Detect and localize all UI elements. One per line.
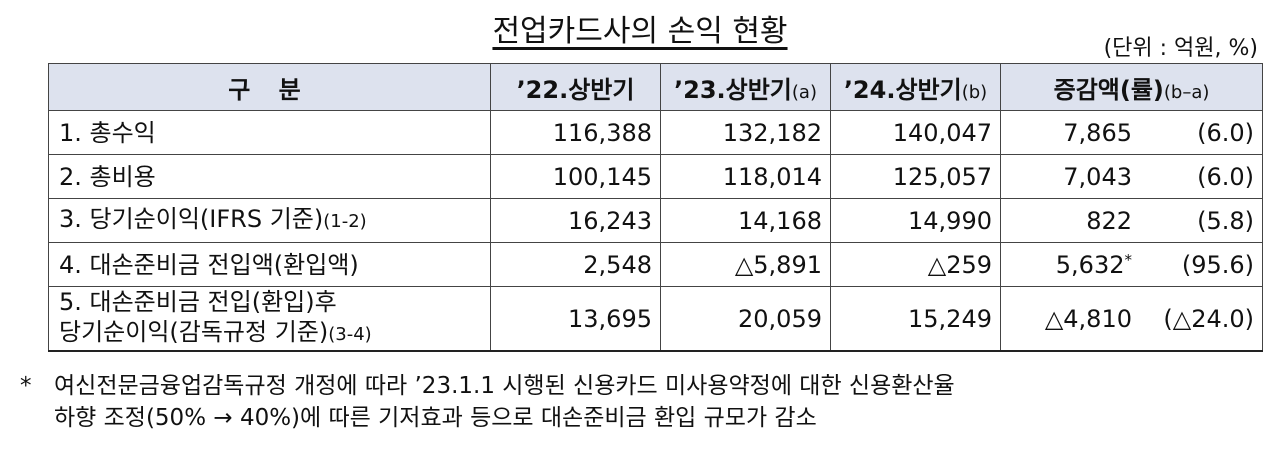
value-cell: 118,014: [660, 154, 831, 199]
row-label: 5. 대손준비금 전입(환입)후 당기순이익(감독규정 기준)(3-4): [48, 286, 491, 352]
row-label: 2. 총비용: [48, 154, 491, 199]
table: 구 분 ’22.상반기 ’23.상반기(a) ’24.상반기(b) 증감액(률)(b–a…: [48, 63, 1263, 352]
change-cell: 822 (5.8): [1000, 198, 1263, 243]
unit-note: (단위 : 억원, %): [1103, 36, 1258, 61]
value-cell: 13,695: [490, 286, 661, 352]
label-text: 당기순이익(감독규정 기준): [59, 318, 329, 346]
value-cell: 132,182: [660, 110, 831, 155]
header-cell: ’24.상반기(b): [830, 63, 1001, 111]
table-row: 3. 당기순이익(IFRS 기준)(1-2) 16,243 14,168 14,990…: [48, 198, 1263, 243]
value-cell: 14,990: [830, 198, 1001, 243]
header-cell: 증감액(률)(b–a): [1000, 63, 1263, 111]
header-cell: ’23.상반기(a): [660, 63, 831, 111]
header-sub: (b): [961, 81, 988, 103]
row-label: 3. 당기순이익(IFRS 기준)(1-2): [48, 198, 491, 243]
change-text: 5,632: [1055, 250, 1125, 279]
value-cell: 140,047: [830, 110, 1001, 155]
footnote: * 여신전문금융업감독규정 개정에 따라 ’23.1.1 시행된 신용카드 미사용…: [20, 370, 955, 434]
change-text: △4,810: [1044, 304, 1132, 333]
row-label: 1. 총수익: [48, 110, 491, 155]
change-value: 5,632*: [1010, 251, 1132, 279]
value-cell: △259: [830, 242, 1001, 287]
change-mark: *: [1124, 250, 1133, 269]
value-cell: 14,168: [660, 198, 831, 243]
footnote-text: 하향 조정(50% → 40%)에 따른 기저효과 등으로 대손준비금 환입 규…: [54, 405, 817, 431]
change-text: 822: [1086, 206, 1132, 235]
change-value: 7,043: [1010, 163, 1132, 191]
rate-value: (95.6): [1181, 250, 1254, 279]
change-cell: 7,043 (6.0): [1000, 154, 1263, 199]
value-cell: 100,145: [490, 154, 661, 199]
label-text: 1. 총수익: [59, 118, 156, 147]
change-value: 822: [1010, 207, 1132, 235]
table-row: 5. 대손준비금 전입(환입)후 당기순이익(감독규정 기준)(3-4) 13,69…: [48, 286, 1263, 352]
footnote-line: 하향 조정(50% → 40%)에 따른 기저효과 등으로 대손준비금 환입 규…: [20, 402, 955, 434]
header-text: ’23.상반기: [674, 75, 792, 104]
rate-value: (5.8): [1197, 206, 1254, 235]
value-cell: △5,891: [660, 242, 831, 287]
change-text: 7,043: [1063, 162, 1132, 191]
footnote-marker: *: [20, 373, 32, 399]
label-note: (3-4): [328, 324, 372, 345]
change-value: 7,865: [1010, 119, 1132, 147]
header-cell: 구 분: [48, 63, 491, 111]
table-row: 4. 대손준비금 전입액(환입액) 2,548 △5,891 △259 5,632* (9…: [48, 242, 1263, 287]
value-cell: 116,388: [490, 110, 661, 155]
label-text: 2. 총비용: [59, 162, 156, 191]
footnote-text: 여신전문금융업감독규정 개정에 따라 ’23.1.1 시행된 신용카드 미사용약…: [54, 373, 955, 399]
rate-value: (6.0): [1197, 162, 1254, 191]
header-text: 증감액(률): [1053, 75, 1164, 104]
label-note: (1-2): [323, 211, 367, 232]
label-text: 3. 당기순이익(IFRS 기준): [59, 205, 324, 233]
header-sub: (a): [791, 81, 817, 103]
change-value: △4,810: [1010, 305, 1132, 333]
value-cell: 15,249: [830, 286, 1001, 352]
label-text: 5. 대손준비금 전입(환입)후: [59, 288, 337, 316]
table-row: 2. 총비용 100,145 118,014 125,057 7,043 (6.0): [48, 154, 1263, 199]
title: 전업카드사의 손익 현황: [0, 6, 1280, 50]
change-text: 7,865: [1063, 118, 1132, 147]
label-text: 4. 대손준비금 전입액(환입액): [59, 250, 359, 279]
header-text: 구 분: [228, 75, 311, 104]
change-cell: 5,632* (95.6): [1000, 242, 1263, 287]
table-row: 1. 총수익 116,388 132,182 140,047 7,865 (6.0): [48, 110, 1263, 155]
value-cell: 20,059: [660, 286, 831, 352]
rate-value: (△24.0): [1163, 304, 1254, 333]
header-row: 구 분 ’22.상반기 ’23.상반기(a) ’24.상반기(b) 증감액(률)(b–a…: [48, 63, 1263, 111]
rate-value: (6.0): [1197, 118, 1254, 147]
header-sub: (b–a): [1163, 81, 1210, 103]
value-cell: 16,243: [490, 198, 661, 243]
change-cell: △4,810 (△24.0): [1000, 286, 1263, 352]
header-cell: ’22.상반기: [490, 63, 661, 111]
title-text: 전업카드사의 손익 현황: [492, 14, 788, 49]
header-text: ’22.상반기: [516, 75, 635, 104]
value-cell: 2,548: [490, 242, 661, 287]
row-label: 4. 대손준비금 전입액(환입액): [48, 242, 491, 287]
change-cell: 7,865 (6.0): [1000, 110, 1263, 155]
header-text: ’24.상반기: [843, 75, 962, 104]
footnote-line: * 여신전문금융업감독규정 개정에 따라 ’23.1.1 시행된 신용카드 미사용…: [20, 370, 955, 402]
value-cell: 125,057: [830, 154, 1001, 199]
